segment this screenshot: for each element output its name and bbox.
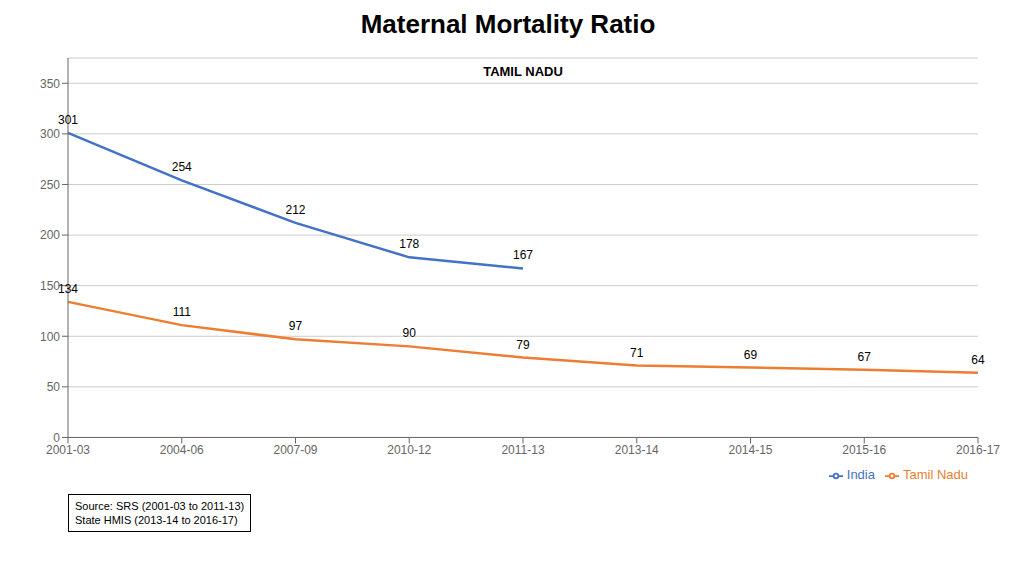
html-text:TAMIL NADU: TAMIL NADU <box>483 64 563 79</box>
html-text:India: India <box>846 467 875 483</box>
svg-text:2013-14: 2013-14 <box>615 443 659 457</box>
html-text:State HMIS (2013-14 to 2016-17: State HMIS (2013-14 to 2016-17) <box>75 514 238 526</box>
svg-text:111: 111 <box>173 305 192 319</box>
svg-text:69: 69 <box>744 348 758 362</box>
svg-text:50: 50 <box>47 380 61 394</box>
svg-text:0: 0 <box>53 431 60 445</box>
svg-text:254: 254 <box>172 160 192 174</box>
svg-text:2014-15: 2014-15 <box>728 443 772 457</box>
svg-text:212: 212 <box>285 203 305 217</box>
svg-text:301: 301 <box>58 113 78 127</box>
svg-text:71: 71 <box>630 346 644 360</box>
svg-text:97: 97 <box>289 319 303 333</box>
svg-text:64: 64 <box>971 353 985 367</box>
svg-text:79: 79 <box>516 338 530 352</box>
svg-text:150: 150 <box>40 278 60 293</box>
svg-text:134: 134 <box>58 282 78 296</box>
svg-text:2015-16: 2015-16 <box>842 443 886 457</box>
html-text:Source: SRS (2001-03 to 2011-1: Source: SRS (2001-03 to 2011-13) <box>75 500 245 512</box>
svg-text:90: 90 <box>403 326 417 340</box>
svg-text:2007-09: 2007-09 <box>273 443 317 457</box>
svg-text:2011-13: 2011-13 <box>501 443 544 457</box>
svg-text:67: 67 <box>858 350 872 364</box>
svg-text:300: 300 <box>40 127 60 141</box>
html-text:Maternal Mortality Ratio: Maternal Mortality Ratio <box>360 9 656 39</box>
svg-text:178: 178 <box>399 237 419 251</box>
svg-text:2010-12: 2010-12 <box>387 443 431 457</box>
svg-text:100: 100 <box>40 330 60 344</box>
svg-text:200: 200 <box>40 228 60 242</box>
svg-text:250: 250 <box>40 178 60 192</box>
svg-text:2001-03: 2001-03 <box>46 443 90 457</box>
svg-text:350: 350 <box>40 77 60 91</box>
svg-text:2004-06: 2004-06 <box>160 443 204 457</box>
svg-text:167: 167 <box>513 248 533 262</box>
svg-text:2016-17: 2016-17 <box>956 443 1000 457</box>
html-text:Tamil Nadu: Tamil Nadu <box>903 467 968 483</box>
